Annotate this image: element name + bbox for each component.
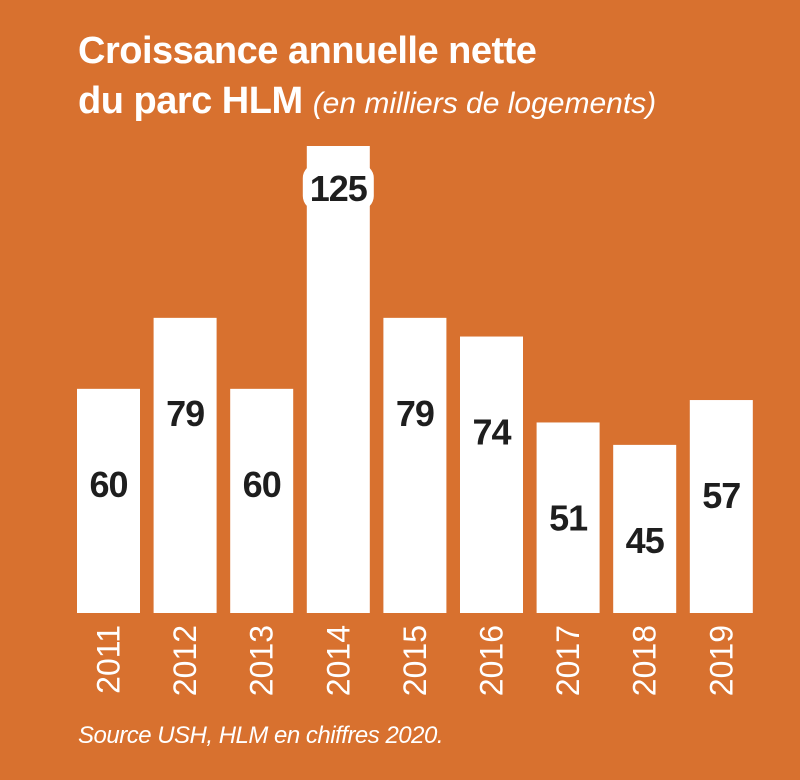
- bar-2012: [153, 317, 217, 613]
- bar-2013: [230, 388, 294, 613]
- value-label-2018: 45: [626, 520, 665, 561]
- value-label-2013: 60: [243, 464, 281, 505]
- title-unit-subtitle: (en milliers de logements): [312, 87, 657, 120]
- title-line-2: du parc HLM (en milliers de logements): [78, 76, 798, 129]
- year-label-2018: 2018: [627, 625, 663, 696]
- value-label-2015: 79: [396, 393, 434, 434]
- year-label-2014: 2014: [320, 625, 356, 696]
- source-note: Source USH, HLM en chiffres 2020.: [78, 722, 444, 749]
- year-label-2012: 2012: [167, 625, 203, 696]
- year-label-2016: 2016: [474, 625, 510, 696]
- title-line-2-text: du parc HLM: [78, 80, 303, 122]
- value-label-2016: 74: [472, 412, 511, 453]
- year-label-2015: 2015: [397, 625, 433, 696]
- year-label-2019: 2019: [703, 625, 739, 696]
- bar-2019: [689, 400, 753, 613]
- year-label-2013: 2013: [244, 625, 280, 696]
- peak-value-tag: [302, 164, 374, 210]
- year-label-2017: 2017: [550, 625, 586, 696]
- value-label-2012: 79: [166, 393, 204, 434]
- bar-2017: [536, 422, 600, 613]
- value-label-2019: 57: [702, 475, 740, 516]
- bar-2011: [77, 388, 140, 613]
- bar-2014: [306, 146, 370, 613]
- bar-2018: [613, 444, 677, 613]
- bar-2016: [460, 336, 523, 613]
- value-label-2014: 125: [310, 168, 368, 209]
- value-label-2017: 51: [549, 497, 588, 538]
- bar-2015: [383, 317, 447, 613]
- chart-title: Croissance annuelle nette du parc HLM (e…: [78, 26, 798, 129]
- title-line-1: Croissance annuelle nette: [78, 30, 537, 72]
- value-label-2011: 60: [89, 464, 127, 505]
- year-label-2011: 2011: [91, 625, 127, 694]
